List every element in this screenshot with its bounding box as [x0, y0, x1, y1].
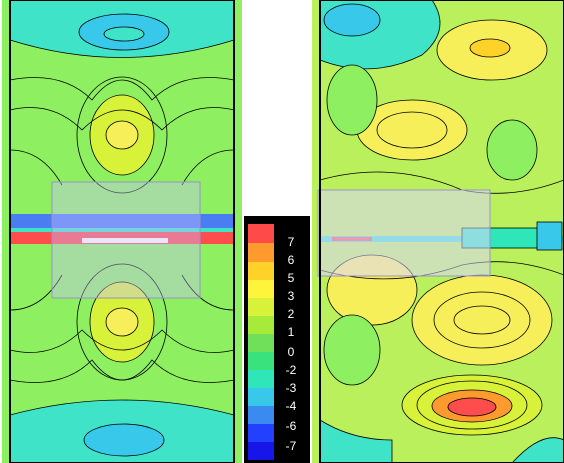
- left-crack-band: [10, 228, 234, 232]
- colorbar-label: 5: [287, 271, 295, 285]
- colorbar-swatch: [248, 388, 274, 406]
- right-contour-plot: [312, 0, 564, 463]
- right-contour-svg: [312, 0, 564, 463]
- colorbar-swatch: [248, 334, 274, 352]
- colorbar-label: 2: [287, 307, 295, 321]
- left-top-cold-core: [103, 26, 145, 42]
- colorbar-label: -6: [285, 419, 297, 433]
- colorbar-label: -2: [285, 363, 297, 377]
- colorbar-swatch: [248, 316, 274, 334]
- colorbar-swatch: [248, 224, 274, 243]
- left-crack-gap: [82, 238, 168, 243]
- colorbar-swatch: [248, 352, 274, 370]
- left-blue-band: [10, 214, 234, 228]
- right-lower-warm-region: [411, 274, 553, 366]
- colorbar-label: 3: [287, 289, 295, 303]
- colorbar-label: -4: [285, 399, 297, 413]
- colorbar-swatch: [248, 280, 274, 298]
- colorbar-swatch: [248, 370, 274, 388]
- colorbar-swatch: [248, 424, 274, 442]
- left-contour-lines: [9, 76, 235, 383]
- colorbar-label: -3: [285, 381, 297, 395]
- colorbar-swatch: [248, 442, 274, 460]
- colorbar-label: 0: [287, 345, 295, 359]
- right-overlay-box: [317, 189, 491, 277]
- left-upper-warm-core: [105, 120, 139, 150]
- colorbar-swatch: [248, 243, 274, 262]
- left-bottom-cold-spot: [83, 423, 165, 457]
- left-overlay-box: [51, 181, 201, 299]
- colorbar-swatch: [248, 406, 274, 424]
- left-lower-warm-core: [105, 307, 139, 337]
- right-bottom-cyan-region: [319, 419, 393, 463]
- colorbar-label: 1: [287, 325, 295, 339]
- right-frame: [319, 0, 564, 463]
- colorbar-label: 7: [287, 235, 295, 249]
- right-right-cool-region: [486, 119, 538, 181]
- right-crack-tip-cold-spot: [536, 221, 563, 251]
- left-frame: [9, 0, 235, 463]
- right-lower-cool-region: [323, 314, 381, 386]
- left-contour-svg: [2, 0, 242, 463]
- colorbar-label: -7: [285, 439, 297, 453]
- colorbar: 7 6 5 3 2 1 0 -2 -3 -4 -6 -7: [244, 216, 310, 463]
- colorbar-label: 6: [287, 253, 295, 267]
- left-contour-plot: [2, 0, 242, 463]
- right-top-warm-core: [469, 38, 511, 58]
- colorbar-swatch: [248, 262, 274, 280]
- colorbar-swatch: [248, 298, 274, 316]
- right-left-cool-region: [326, 64, 378, 136]
- right-top-cold-spot: [323, 3, 381, 37]
- right-bottom-hot-spot: [447, 397, 497, 417]
